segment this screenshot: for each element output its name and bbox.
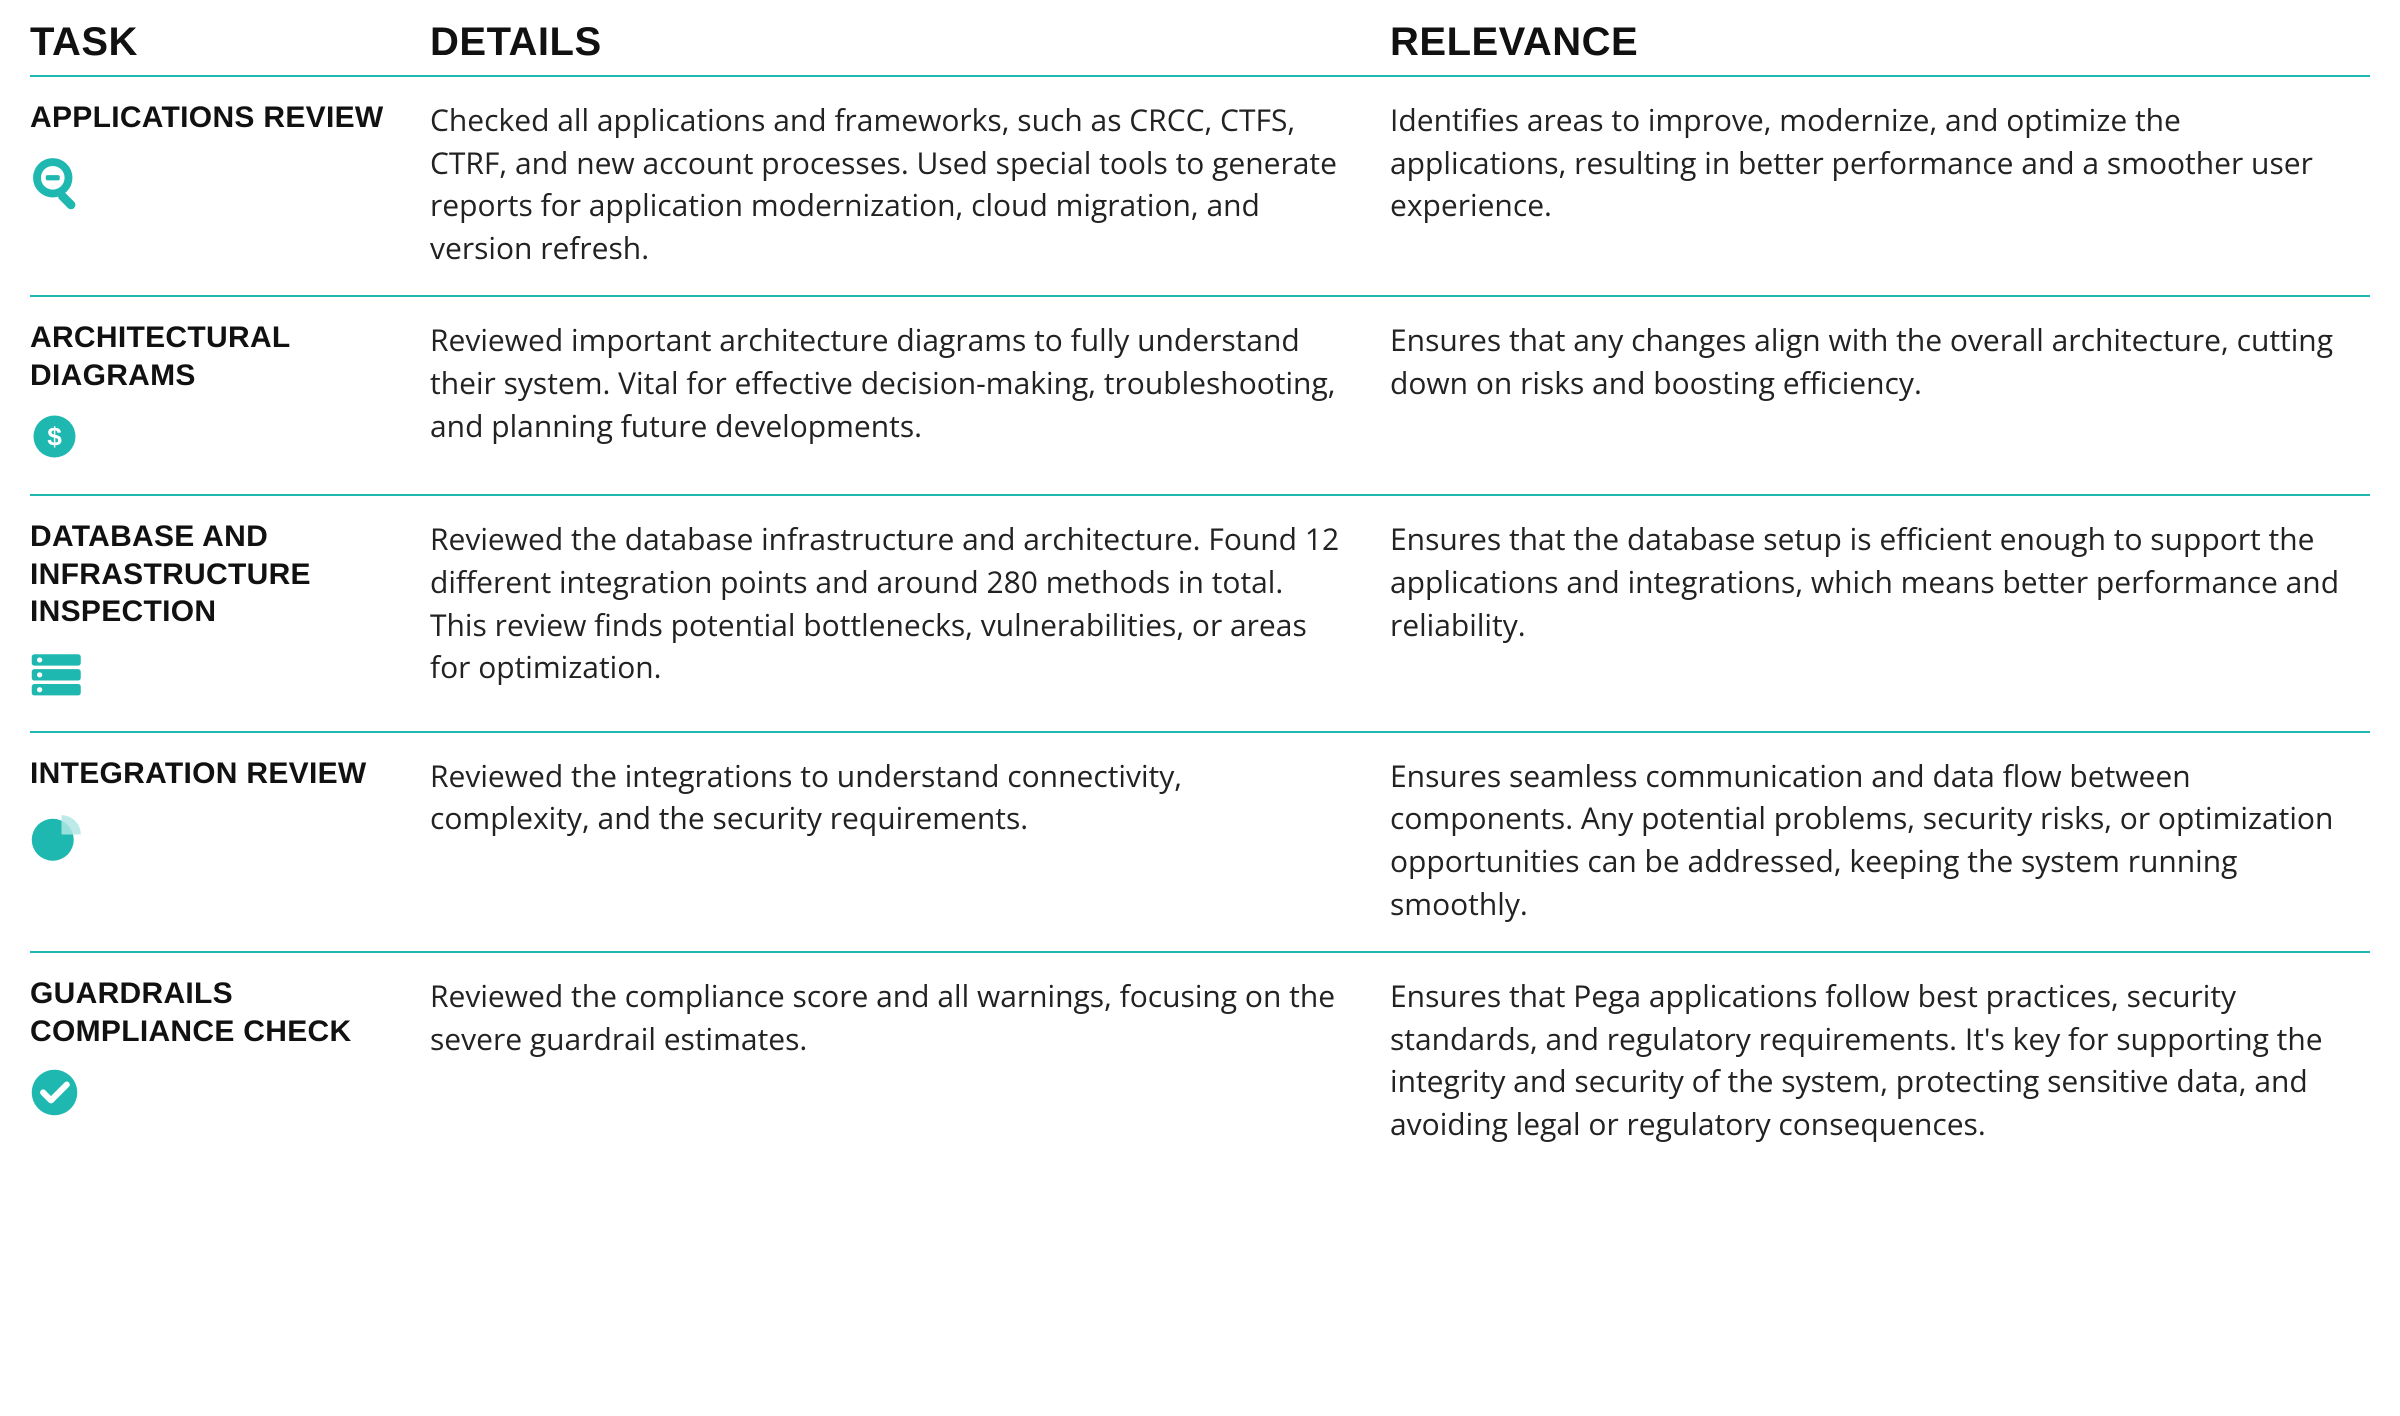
relevance-cell: Ensures seamless communication and data … xyxy=(1390,755,2370,925)
pie-chart-icon xyxy=(30,810,86,866)
details-cell: Reviewed the database infrastructure and… xyxy=(430,518,1390,688)
table-row: DATABASE AND INFRASTRUCTURE INSPECTION R… xyxy=(30,496,2370,733)
relevance-cell: Ensures that Pega applications follow be… xyxy=(1390,975,2370,1145)
table-header-row: TASK DETAILS RELEVANCE xyxy=(30,20,2370,77)
relevance-cell: Identifies areas to improve, modernize, … xyxy=(1390,99,2370,227)
table-row: APPLICATIONS REVIEW Checked all applicat… xyxy=(30,77,2370,297)
relevance-cell: Ensures that any changes align with the … xyxy=(1390,319,2370,404)
server-icon xyxy=(30,649,86,705)
task-cell: ARCHITECTURAL DIAGRAMS $ xyxy=(30,319,430,468)
details-cell: Checked all applications and frameworks,… xyxy=(430,99,1390,269)
details-cell: Reviewed important architecture diagrams… xyxy=(430,319,1390,447)
header-task: TASK xyxy=(30,20,430,65)
header-details: DETAILS xyxy=(430,20,1390,65)
task-table: TASK DETAILS RELEVANCE APPLICATIONS REVI… xyxy=(30,20,2370,1172)
task-title: APPLICATIONS REVIEW xyxy=(30,99,410,137)
task-title: GUARDRAILS COMPLIANCE CHECK xyxy=(30,975,410,1050)
svg-text:$: $ xyxy=(47,422,62,452)
details-cell: Reviewed the compliance score and all wa… xyxy=(430,975,1390,1060)
table-row: GUARDRAILS COMPLIANCE CHECK Reviewed the… xyxy=(30,953,2370,1171)
check-circle-icon xyxy=(30,1068,86,1124)
task-cell: INTEGRATION REVIEW xyxy=(30,755,430,867)
table-row: INTEGRATION REVIEW Reviewed the integrat… xyxy=(30,733,2370,953)
task-title: INTEGRATION REVIEW xyxy=(30,755,410,793)
task-title: DATABASE AND INFRASTRUCTURE INSPECTION xyxy=(30,518,410,631)
header-relevance: RELEVANCE xyxy=(1390,20,2370,65)
task-cell: GUARDRAILS COMPLIANCE CHECK xyxy=(30,975,430,1124)
relevance-cell: Ensures that the database setup is effic… xyxy=(1390,518,2370,646)
table-row: ARCHITECTURAL DIAGRAMS $ Reviewed import… xyxy=(30,297,2370,496)
task-cell: DATABASE AND INFRASTRUCTURE INSPECTION xyxy=(30,518,430,705)
zoom-out-icon xyxy=(30,155,86,211)
task-cell: APPLICATIONS REVIEW xyxy=(30,99,430,211)
dollar-circle-icon: $ xyxy=(30,412,86,468)
task-title: ARCHITECTURAL DIAGRAMS xyxy=(30,319,410,394)
details-cell: Reviewed the integrations to understand … xyxy=(430,755,1390,840)
